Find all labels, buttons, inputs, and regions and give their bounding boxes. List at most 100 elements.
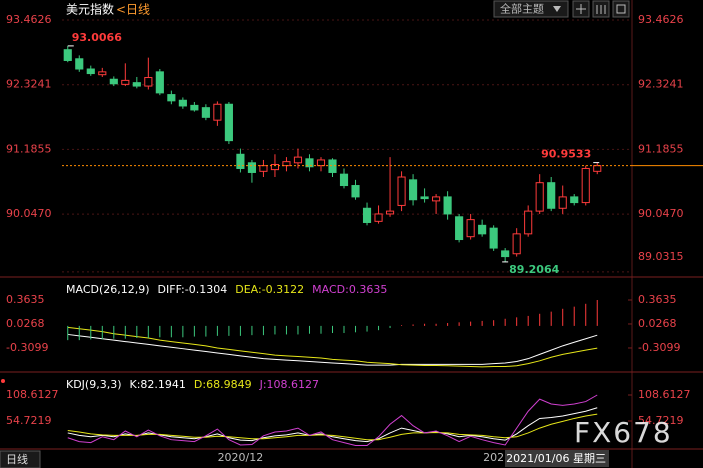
candle-body	[581, 167, 590, 204]
candle-body	[328, 159, 337, 173]
candle-body	[409, 179, 418, 201]
theme-button[interactable]: 全部主题	[493, 0, 569, 18]
candle-body	[512, 233, 521, 255]
y-tick-label-left: 93.4626	[6, 13, 52, 26]
candle-body	[570, 196, 579, 204]
legend-entry: MACD:0.3635	[312, 283, 387, 296]
candle-body	[63, 49, 72, 61]
candle-body	[305, 158, 314, 168]
y-tick-label-left: 0.3635	[6, 293, 45, 306]
y-tick-label-left: 0.0268	[6, 317, 45, 330]
icon[interactable]	[612, 0, 630, 18]
candle-body	[259, 165, 268, 172]
candle-body	[351, 185, 360, 198]
legend-entry: DEA:-0.3122	[235, 283, 304, 296]
y-tick-label: 91.1855	[638, 142, 684, 155]
y-tick-label: 89.0315	[638, 250, 684, 263]
candle-body	[374, 213, 383, 222]
series-line	[67, 394, 598, 446]
legend-entry: DIFF:-0.1304	[158, 283, 228, 296]
footer-period[interactable]: 日线	[6, 452, 28, 466]
series-line	[67, 333, 598, 366]
y-tick-label: 0.0268	[638, 317, 677, 330]
panel-title: KDJ(9,3,3)	[66, 378, 122, 391]
candle-body	[282, 161, 291, 167]
plots: 93.4626 93.4626 92.3241 92.3241 91.1855 91.18…	[6, 13, 703, 467]
icon-glyph	[616, 4, 626, 14]
candle-body	[339, 173, 349, 187]
candle-body	[432, 196, 441, 202]
candle-body	[270, 164, 280, 171]
candle-body	[236, 153, 245, 169]
candle-body	[109, 78, 118, 85]
candle-body	[501, 250, 510, 258]
x-tick-label: 2020/12	[218, 451, 264, 464]
candle-body	[132, 82, 141, 87]
candle-body	[201, 107, 210, 118]
x-tick-label: 202	[483, 451, 504, 464]
y-tick-label: -0.3099	[638, 341, 680, 354]
candle-body	[155, 71, 164, 94]
legend-entry: J:108.6127	[259, 378, 319, 391]
candle-body	[86, 68, 95, 75]
y-tick-label-left: 90.0470	[6, 207, 52, 220]
watermark: FX678	[574, 416, 673, 449]
cursor-date-label: 2021/01/06 星期三	[506, 452, 606, 465]
candle-body	[224, 103, 233, 142]
y-tick-label: 108.6127	[638, 388, 691, 401]
candle-body	[213, 103, 222, 121]
series-line	[67, 326, 598, 368]
last-high-label: 90.9533	[541, 148, 591, 161]
candle-body	[443, 196, 452, 215]
candle-body	[190, 104, 199, 111]
chart-title: 美元指数	[66, 2, 114, 17]
period-switch[interactable]: <日线	[116, 3, 150, 17]
y-tick-label-left: -0.3099	[6, 341, 48, 354]
candle-body	[524, 210, 533, 235]
button-label: 全部主题	[500, 2, 544, 16]
y-tick-label: 54.7219	[638, 414, 684, 427]
candle-body	[75, 58, 84, 70]
max-label: 93.0066	[72, 31, 122, 44]
candle-body	[558, 196, 567, 209]
y-tick-label-left: 54.7219	[6, 414, 52, 427]
period-box[interactable]	[0, 450, 41, 468]
y-tick-label: 0.3635	[638, 293, 677, 306]
candle-body	[316, 159, 326, 167]
candle-body	[593, 165, 602, 172]
button-frame	[493, 0, 569, 18]
dropdown-arrow	[553, 6, 561, 12]
cursor-date-box	[505, 450, 609, 467]
min-label: 89.2064	[509, 263, 559, 276]
icon-glyph	[596, 5, 606, 14]
cursor-date: 2021/01/06 星期三	[505, 450, 609, 467]
icon-glyph	[576, 4, 586, 14]
candle-body	[144, 77, 153, 87]
y-tick-label-left: 91.1855	[6, 142, 52, 155]
y-tick-label: 90.0470	[638, 207, 684, 220]
candle-body	[362, 207, 372, 223]
candle-body	[121, 79, 130, 85]
candle-body	[397, 176, 406, 206]
candle-body	[167, 94, 176, 102]
candle-body	[478, 224, 487, 235]
candle-body	[466, 219, 475, 238]
candle-body	[547, 182, 556, 209]
candle-body	[247, 162, 256, 173]
candle-body	[455, 216, 464, 241]
y-tick-label-left: 92.3241	[6, 78, 52, 91]
y-tick-label: 93.4626	[638, 13, 684, 26]
candle-body	[385, 210, 395, 215]
candle-body	[293, 156, 303, 164]
y-tick-label-left: 108.6127	[6, 388, 59, 401]
candle-body	[178, 99, 187, 107]
y-tick-label: 92.3241	[638, 78, 684, 91]
panel-title: MACD(26,12,9)	[66, 283, 150, 296]
legend-entry: K:82.1941	[130, 378, 186, 391]
candle-body	[420, 196, 429, 200]
toolbar-icons[interactable]	[572, 0, 630, 18]
candle-body	[535, 182, 544, 212]
legend-entry: D:68.9849	[194, 378, 252, 391]
